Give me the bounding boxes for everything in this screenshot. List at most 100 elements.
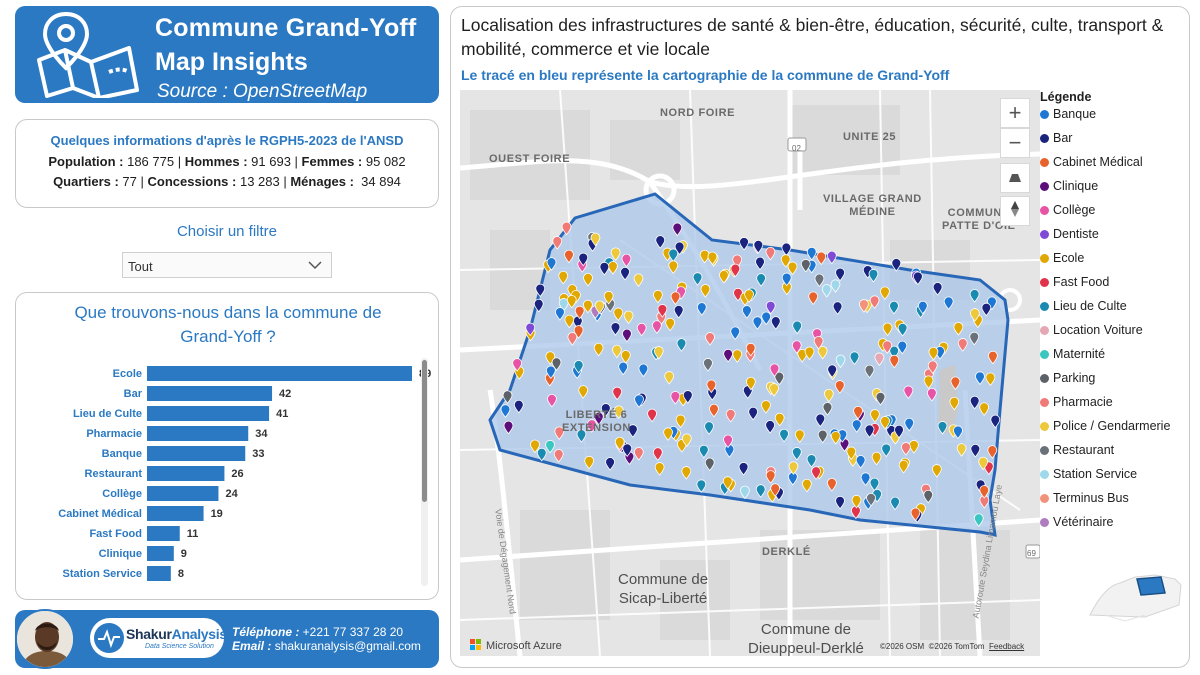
poi-marker-icon[interactable] <box>622 443 633 457</box>
poi-marker-icon[interactable] <box>987 350 998 365</box>
poi-marker-icon[interactable] <box>822 402 833 416</box>
poi-marker-icon[interactable] <box>558 270 569 285</box>
poi-marker-icon[interactable] <box>512 358 523 372</box>
bar[interactable] <box>147 386 273 401</box>
poi-marker-icon[interactable] <box>613 405 624 420</box>
poi-marker-icon[interactable] <box>730 326 741 340</box>
poi-marker-icon[interactable] <box>722 476 733 490</box>
poi-marker-icon[interactable] <box>875 391 886 406</box>
poi-marker-icon[interactable] <box>869 477 880 492</box>
poi-marker-icon[interactable] <box>770 483 781 497</box>
poi-marker-icon[interactable] <box>969 308 980 322</box>
poi-marker-icon[interactable] <box>620 350 631 364</box>
poi-marker-icon[interactable] <box>931 464 942 478</box>
poi-marker-icon[interactable] <box>835 495 845 510</box>
bar[interactable] <box>147 406 270 421</box>
legend-item[interactable]: Maternité <box>1040 346 1185 370</box>
poi-marker-icon[interactable] <box>880 416 890 430</box>
poi-marker-icon[interactable] <box>653 346 664 360</box>
legend-item[interactable]: Fast Food <box>1040 274 1185 298</box>
poi-marker-icon[interactable] <box>500 404 511 418</box>
poi-marker-icon[interactable] <box>611 344 622 359</box>
poi-marker-icon[interactable] <box>761 400 771 414</box>
legend-item[interactable]: Pharmacie <box>1040 394 1185 418</box>
poi-marker-icon[interactable] <box>770 316 781 330</box>
poi-marker-icon[interactable] <box>801 478 812 493</box>
poi-marker-icon[interactable] <box>755 256 765 271</box>
poi-marker-icon[interactable] <box>564 249 574 264</box>
poi-marker-icon[interactable] <box>835 267 845 282</box>
poi-marker-icon[interactable] <box>890 496 900 511</box>
bar[interactable] <box>147 486 219 501</box>
poi-marker-icon[interactable] <box>834 380 845 394</box>
poi-marker-icon[interactable] <box>765 246 776 261</box>
poi-marker-icon[interactable] <box>794 429 805 444</box>
poi-marker-icon[interactable] <box>949 396 960 411</box>
poi-marker-icon[interactable] <box>853 405 863 420</box>
poi-marker-icon[interactable] <box>633 273 644 288</box>
poi-marker-icon[interactable] <box>704 421 714 435</box>
legend-item[interactable]: Clinique <box>1040 178 1185 202</box>
poi-marker-icon[interactable] <box>950 376 961 391</box>
poi-marker-icon[interactable] <box>578 385 589 399</box>
poi-marker-icon[interactable] <box>808 291 819 306</box>
poi-marker-icon[interactable] <box>657 304 668 318</box>
poi-marker-icon[interactable] <box>943 296 954 310</box>
feedback-link[interactable]: Feedback <box>989 642 1025 651</box>
poi-marker-icon[interactable] <box>814 273 825 288</box>
poi-marker-icon[interactable] <box>932 282 943 296</box>
poi-marker-icon[interactable] <box>869 295 880 309</box>
poi-marker-icon[interactable] <box>926 387 937 402</box>
poi-marker-icon[interactable] <box>502 390 513 404</box>
poi-marker-icon[interactable] <box>703 358 713 372</box>
poi-marker-icon[interactable] <box>533 298 544 313</box>
poi-marker-icon[interactable] <box>901 442 911 456</box>
poi-marker-icon[interactable] <box>981 302 992 317</box>
poi-marker-icon[interactable] <box>979 485 990 499</box>
poi-marker-icon[interactable] <box>903 385 914 400</box>
poi-marker-icon[interactable] <box>927 360 938 374</box>
poi-marker-icon[interactable] <box>923 375 934 389</box>
poi-marker-icon[interactable] <box>953 322 964 336</box>
poi-marker-icon[interactable] <box>709 403 719 418</box>
poi-marker-icon[interactable] <box>670 291 681 306</box>
poi-marker-icon[interactable] <box>574 305 585 320</box>
poi-marker-icon[interactable] <box>897 340 908 355</box>
poi-marker-icon[interactable] <box>723 348 734 363</box>
poi-marker-icon[interactable] <box>610 322 621 336</box>
poi-marker-icon[interactable] <box>610 247 621 262</box>
poi-marker-icon[interactable] <box>696 479 707 493</box>
tilt-button[interactable] <box>1000 163 1030 193</box>
poi-marker-icon[interactable] <box>738 462 749 476</box>
poi-marker-icon[interactable] <box>668 260 679 275</box>
poi-marker-icon[interactable] <box>576 429 587 443</box>
legend-item[interactable]: Location Voiture <box>1040 322 1185 346</box>
poi-marker-icon[interactable] <box>590 232 601 247</box>
poi-marker-icon[interactable] <box>739 485 750 500</box>
poi-marker-icon[interactable] <box>618 361 629 376</box>
poi-marker-icon[interactable] <box>620 267 630 281</box>
legend-item[interactable]: Lieu de Culte <box>1040 298 1185 322</box>
poi-marker-icon[interactable] <box>870 409 880 423</box>
poi-marker-icon[interactable] <box>612 386 623 401</box>
poi-marker-icon[interactable] <box>613 307 624 322</box>
poi-marker-icon[interactable] <box>823 388 834 403</box>
poi-marker-icon[interactable] <box>791 447 802 461</box>
poi-marker-icon[interactable] <box>599 261 610 276</box>
poi-marker-icon[interactable] <box>682 390 693 404</box>
filter-dropdown[interactable]: Tout <box>122 252 332 278</box>
poi-marker-icon[interactable] <box>826 250 837 265</box>
poi-marker-icon[interactable] <box>765 300 776 315</box>
legend-item[interactable]: Ecole <box>1040 250 1185 274</box>
poi-marker-icon[interactable] <box>748 406 759 421</box>
bar[interactable] <box>147 526 180 541</box>
poi-marker-icon[interactable] <box>621 253 632 268</box>
poi-marker-icon[interactable] <box>552 236 563 250</box>
poi-marker-icon[interactable] <box>535 283 546 298</box>
legend-item[interactable]: Collège <box>1040 202 1185 226</box>
bar[interactable] <box>147 426 249 441</box>
poi-marker-icon[interactable] <box>681 466 692 480</box>
poi-marker-icon[interactable] <box>755 484 766 498</box>
legend-item[interactable]: Police / Gendarmerie <box>1040 418 1185 442</box>
poi-marker-icon[interactable] <box>756 273 766 287</box>
